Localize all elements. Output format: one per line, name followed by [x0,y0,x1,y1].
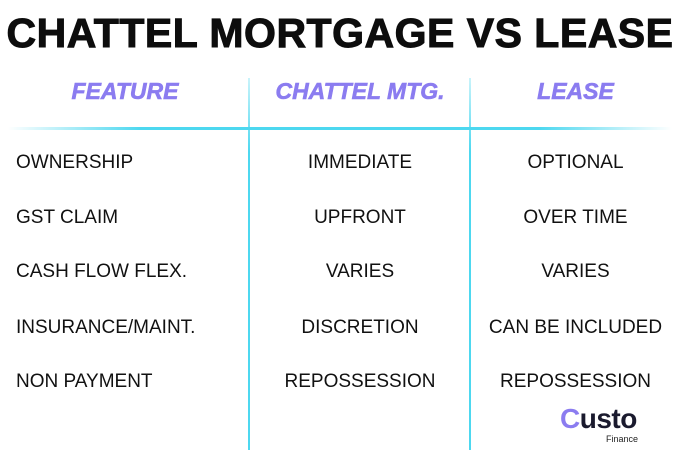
header-lease: LEASE [537,78,614,105]
column-divider [469,78,471,450]
logo-mark: C [560,403,580,434]
logo-wordmark: usto [579,403,638,434]
header-chattel-mortgage: CHATTEL MTG. [275,78,445,105]
table-cell-lease: REPOSSESSION [500,371,651,392]
page-title: CHATTEL MORTGAGE VS LEASE [6,10,674,57]
header-feature: FEATURE [71,78,179,105]
table-cell-lease: OPTIONAL [527,152,624,173]
table-cell-chattel-mortgage: VARIES [325,261,395,282]
table-cell-lease: CAN BE INCLUDED [488,317,663,338]
custo-finance-logo: Custo Finance [560,403,638,444]
column-divider [248,78,250,450]
table-cell-feature: INSURANCE/MAINT. [16,317,196,338]
table-cell-chattel-mortgage: UPFRONT [314,207,406,228]
table-cell-chattel-mortgage: IMMEDIATE [307,152,413,173]
table-cell-lease: VARIES [541,261,610,282]
table-cell-feature: NON PAYMENT [16,371,153,392]
logo-subtitle: Finance [606,434,639,444]
table-cell-lease: OVER TIME [523,207,628,228]
header-divider [8,127,672,130]
table-cell-chattel-mortgage: REPOSSESSION [284,371,436,392]
table-cell-feature: GST CLAIM [16,207,119,228]
table-cell-feature: CASH FLOW FLEX. [16,261,188,282]
table-cell-chattel-mortgage: DISCRETION [301,317,419,338]
table-cell-feature: OWNERSHIP [16,152,134,173]
